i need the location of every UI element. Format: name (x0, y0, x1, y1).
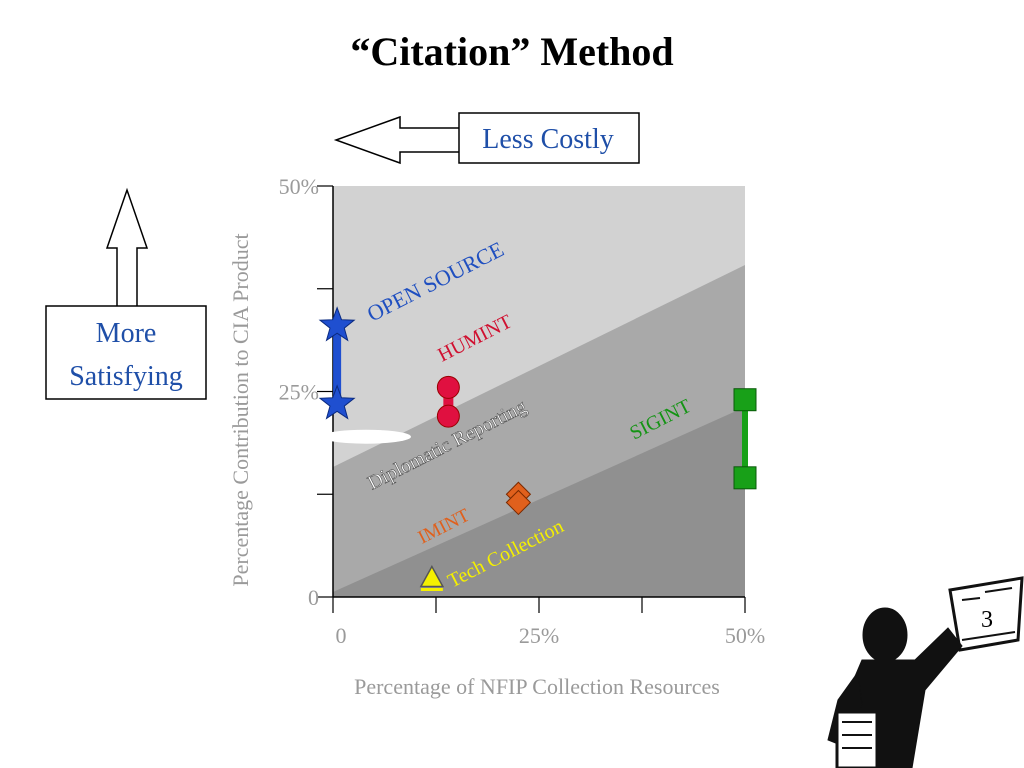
x-axis-title: Percentage of NFIP Collection Resources (354, 674, 720, 699)
x-tick-label: 25% (519, 623, 559, 648)
more-satisfying-box (45, 305, 207, 400)
y-tick-label: 0 (308, 585, 319, 610)
open-source-star-marker (318, 306, 356, 342)
x-tick-label: 0 (336, 623, 347, 648)
y-tick-label: 25% (279, 380, 319, 405)
humint-circle-marker (436, 404, 460, 428)
tick-labels: 0 25% 50% 0 25% 50% (279, 174, 765, 648)
band-dark (333, 407, 745, 597)
more-satisfying-label-line2: Satisfying (69, 361, 183, 392)
less-costly-callout: Less Costly (333, 112, 640, 165)
axes (317, 185, 746, 613)
less-costly-label: Less Costly (482, 124, 613, 155)
open-source-star-marker (318, 384, 356, 420)
diplomatic-reporting-ellipse-marker (320, 429, 411, 444)
y-axis-title: Percentage Contribution to CIA Product (228, 233, 253, 586)
humint-circle-marker (436, 375, 460, 399)
y-tick-label: 50% (279, 174, 319, 199)
slide-title: “Citation” Method (350, 29, 674, 74)
sigint-square-marker (733, 466, 757, 490)
imint-diamond-marker (505, 489, 532, 516)
x-tick-label: 50% (725, 623, 765, 648)
more-satisfying-label-line1: More (96, 318, 157, 349)
markers (318, 306, 757, 592)
page-number: 3 (981, 607, 993, 633)
tech-collection-triangle-marker (419, 565, 445, 588)
plot-area: 0 25% 50%025%50% OPEN SOURCEHUMINTDiplomat… (279, 174, 765, 648)
less-costly-box (458, 112, 640, 164)
newspaper-man-icon (827, 576, 1024, 768)
up-arrow-icon (105, 187, 149, 308)
sigint-square-marker (733, 388, 757, 412)
more-satisfying-callout: More Satisfying (45, 187, 207, 400)
left-arrow-icon (333, 115, 463, 165)
